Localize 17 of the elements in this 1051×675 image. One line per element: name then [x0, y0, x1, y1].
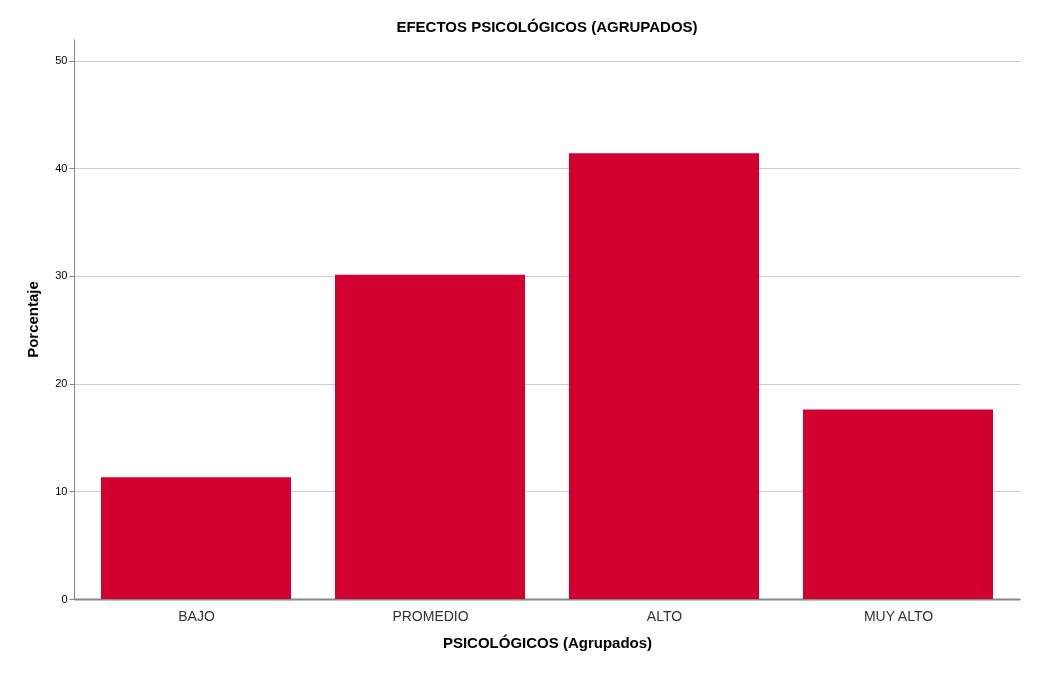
bar [101, 477, 291, 599]
y-tick-label: 50 [55, 54, 68, 67]
y-tick-label: 30 [55, 269, 68, 282]
y-tick-label: 0 [61, 592, 68, 605]
x-tick-label: PROMEDIO [392, 607, 469, 624]
y-tick-label: 40 [55, 161, 68, 174]
y-tick-label: 20 [55, 377, 68, 390]
x-axis-title: PSICOLÓGICOS (Agrupados) [442, 633, 653, 651]
y-tick-label: 10 [55, 484, 68, 497]
x-tick-label: BAJO [178, 607, 215, 624]
x-tick-label: ALTO [646, 607, 683, 624]
bar [335, 274, 525, 599]
y-axis-title: Porcentaje [24, 281, 42, 358]
chart-title: EFECTOS PSICOLÓGICOS (AGRUPADOS) [396, 18, 698, 35]
bar [569, 153, 759, 599]
bar [803, 409, 993, 599]
x-tick-label: MUY ALTO [863, 607, 934, 624]
